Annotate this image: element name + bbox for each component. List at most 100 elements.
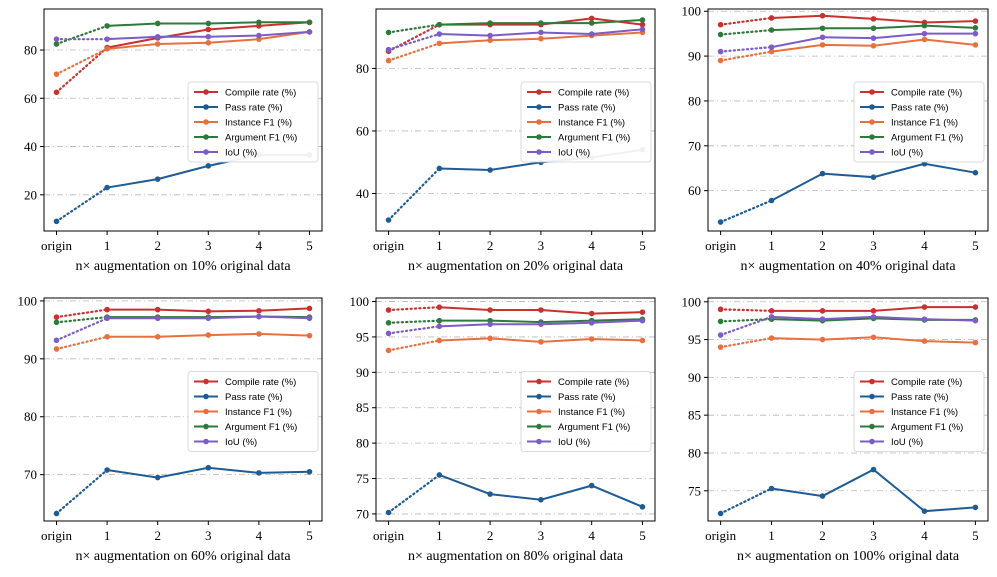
legend-swatch-marker: [203, 408, 209, 415]
series-5: [385, 26, 646, 53]
legend-label: Argument F1 (%): [891, 133, 963, 144]
legend-label: IoU (%): [891, 148, 923, 159]
data-point: [436, 304, 443, 311]
data-point: [921, 338, 928, 344]
y-tick-label: 80: [24, 43, 37, 58]
legend-swatch-marker: [869, 134, 875, 140]
y-tick-label: 100: [682, 294, 702, 309]
data-point: [385, 46, 392, 53]
legend-label: Pass rate (%): [558, 392, 616, 403]
data-point: [972, 169, 979, 176]
x-tick-label: 5: [972, 238, 979, 253]
series-dotted-segment: [719, 336, 773, 349]
data-point: [819, 34, 826, 41]
legend: Compile rate (%) Pass rate (%) Instance F1…: [520, 371, 652, 452]
data-point: [639, 21, 646, 28]
data-point: [717, 57, 724, 64]
data-point: [154, 33, 161, 40]
data-point: [819, 42, 826, 48]
x-tick-label: 4: [588, 528, 595, 543]
legend-box: [187, 81, 319, 163]
data-point: [588, 31, 595, 37]
data-point: [154, 176, 161, 182]
x-tick-label: 5: [306, 238, 313, 253]
legend-swatch-marker: [536, 423, 542, 430]
data-point: [768, 314, 775, 320]
series-dotted-segment: [387, 167, 441, 222]
legend-swatch-marker: [203, 149, 209, 155]
data-point: [154, 315, 161, 322]
series-4: [385, 17, 646, 36]
x-tick-label: 5: [639, 528, 646, 543]
x-tick-label: 1: [104, 238, 111, 253]
data-point: [385, 509, 392, 516]
series-line: [771, 162, 976, 202]
legend-swatch-marker: [203, 119, 209, 125]
y-tick-label: 60: [688, 183, 701, 198]
x-tick-label: 1: [104, 528, 111, 543]
data-point: [921, 316, 928, 322]
data-point: [588, 310, 595, 317]
data-point: [104, 334, 110, 340]
legend-label: Instance F1 (%): [891, 118, 958, 129]
legend-swatch-marker: [203, 89, 209, 95]
x-tick-label: 5: [639, 238, 646, 253]
data-point: [104, 467, 110, 473]
data-point: [154, 20, 161, 27]
series-dotted-segment: [387, 42, 441, 62]
x-tick-label: origin: [705, 238, 737, 253]
series-2: [53, 152, 313, 225]
data-point: [487, 321, 493, 327]
y-tick-label: 90: [24, 351, 37, 366]
legend-swatch-marker: [869, 378, 875, 385]
data-point: [870, 35, 877, 41]
legend-label: Instance F1 (%): [558, 407, 625, 418]
data-point: [205, 308, 212, 315]
data-point: [717, 510, 724, 517]
data-point: [768, 197, 775, 204]
legend-swatch-marker: [869, 89, 875, 95]
series-dotted-segment: [55, 335, 109, 351]
data-point: [717, 306, 724, 313]
legend-swatch-marker: [869, 423, 875, 430]
data-point: [588, 15, 595, 22]
data-point: [306, 332, 313, 339]
data-point: [436, 21, 443, 28]
data-point: [768, 48, 775, 55]
legend-swatch-marker: [536, 134, 542, 140]
data-point: [487, 167, 493, 173]
x-axis-label: n× augmentation on 20% original data: [408, 259, 624, 274]
legend-swatch-marker: [203, 134, 209, 140]
data-point: [588, 336, 595, 342]
y-tick-label: 80: [24, 409, 37, 424]
data-point: [436, 472, 443, 478]
plot-frame: [43, 8, 323, 232]
legend-label: Instance F1 (%): [558, 118, 625, 129]
legend-label: Argument F1 (%): [558, 133, 630, 144]
series-dotted-segment: [55, 24, 109, 46]
y-tick-label: 85: [688, 408, 701, 423]
data-point: [256, 331, 262, 337]
data-point: [53, 71, 60, 77]
series-4: [53, 313, 313, 326]
y-tick-label: 100: [350, 294, 370, 309]
data-point: [538, 496, 544, 503]
data-point: [385, 29, 392, 36]
legend-label: Instance F1 (%): [891, 407, 958, 418]
data-point: [385, 330, 392, 337]
legend: Compile rate (%) Pass rate (%) Instance F1…: [187, 81, 319, 163]
x-axis-label: n× augmentation on 80% original data: [408, 549, 624, 564]
series-dotted-segment: [719, 46, 773, 53]
legend-swatch-marker: [536, 149, 542, 155]
series-4: [53, 19, 313, 47]
y-tick-label: 70: [688, 138, 701, 153]
series-dotted-segment: [719, 315, 773, 337]
x-tick-label: 3: [538, 238, 545, 253]
y-tick-label: 75: [688, 483, 701, 498]
legend-swatch-marker: [203, 104, 209, 110]
legend-label: Compile rate (%): [891, 88, 962, 99]
chart-panel-3: 60 70 80 90 100 origin 1 2 3 4 5 n× augmentation on…: [682, 4, 989, 274]
data-point: [819, 25, 826, 32]
series-1: [385, 304, 646, 317]
legend-label: Pass rate (%): [891, 103, 949, 114]
